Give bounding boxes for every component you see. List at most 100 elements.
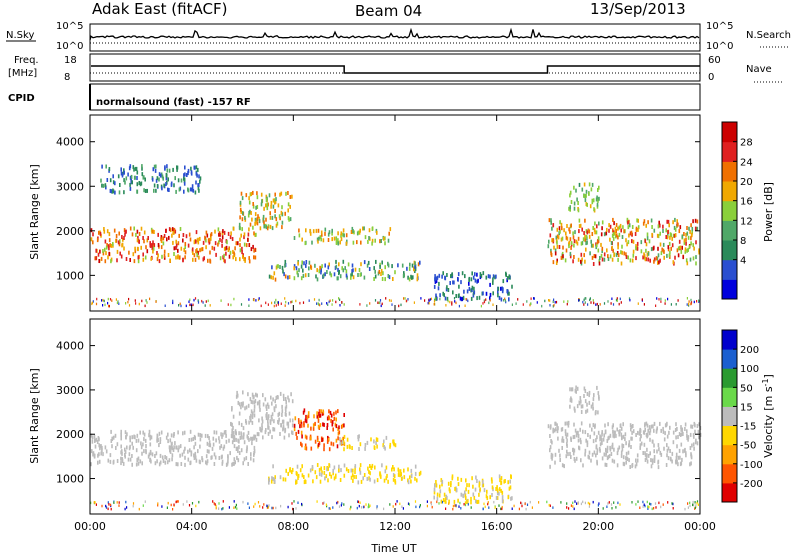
data-cell xyxy=(287,421,290,426)
data-cell xyxy=(326,426,328,430)
data-cell xyxy=(105,251,107,256)
data-cell xyxy=(435,483,438,488)
data-cell xyxy=(556,429,559,434)
data-cell xyxy=(585,234,588,239)
data-cell xyxy=(501,490,504,495)
data-cell xyxy=(589,434,591,439)
data-cell xyxy=(318,441,321,446)
data-cell xyxy=(94,439,96,443)
data-cell xyxy=(232,430,235,435)
data-cell xyxy=(232,435,235,440)
data-cell xyxy=(618,445,621,450)
data-cell xyxy=(331,231,333,236)
data-cell xyxy=(293,266,295,271)
data-cell xyxy=(596,240,599,245)
data-cell xyxy=(677,253,680,258)
data-cell xyxy=(240,191,243,196)
data-cell xyxy=(194,451,197,456)
data-cell xyxy=(645,455,648,460)
data-cell xyxy=(357,500,359,503)
data-cell xyxy=(501,505,503,509)
data-cell xyxy=(400,476,403,481)
data-cell xyxy=(663,255,665,260)
data-cell xyxy=(464,501,466,504)
data-cell xyxy=(371,463,374,468)
data-cell xyxy=(445,287,448,292)
data-cell xyxy=(549,304,551,307)
data-cell xyxy=(201,458,204,463)
data-cell xyxy=(570,241,573,246)
data-cell xyxy=(173,227,176,232)
data-cell xyxy=(165,435,168,440)
data-cell xyxy=(580,421,583,426)
data-cell xyxy=(666,443,668,448)
data-cell xyxy=(284,304,286,307)
data-cell xyxy=(601,430,603,435)
data-cell xyxy=(201,456,203,461)
data-cell xyxy=(299,468,302,473)
data-cell xyxy=(501,495,504,500)
data-cell xyxy=(579,396,582,400)
data-cell xyxy=(145,444,147,448)
data-cell xyxy=(165,456,168,461)
data-cell xyxy=(392,473,395,477)
data-cell xyxy=(669,456,672,461)
data-cell xyxy=(686,429,688,434)
data-cell xyxy=(373,439,375,444)
data-cell xyxy=(374,238,376,243)
data-cell xyxy=(212,436,215,441)
data-cell xyxy=(140,441,142,446)
data-cell xyxy=(585,247,587,252)
data-cell xyxy=(392,277,394,281)
x-tick-label: 00:00 xyxy=(684,520,716,533)
velocity-unit-text: m s xyxy=(762,386,775,406)
data-cell xyxy=(596,385,598,390)
data-cell xyxy=(380,272,382,276)
data-cell xyxy=(340,233,342,238)
data-cell xyxy=(383,445,385,449)
data-cell xyxy=(583,298,585,302)
data-cell xyxy=(197,186,200,191)
data-cell xyxy=(620,301,622,304)
data-cell xyxy=(274,399,276,404)
data-cell xyxy=(320,466,322,471)
data-cell xyxy=(598,185,600,190)
data-cell xyxy=(573,406,576,411)
data-cell xyxy=(598,259,601,264)
data-cell xyxy=(95,437,98,442)
data-cell xyxy=(587,454,590,459)
data-cell xyxy=(549,233,552,238)
data-cell xyxy=(109,243,111,248)
data-cell xyxy=(574,458,576,463)
data-cell xyxy=(462,494,465,499)
data-cell xyxy=(298,228,300,233)
data-cell xyxy=(226,240,228,245)
data-cell xyxy=(588,455,590,460)
data-cell xyxy=(221,461,224,466)
data-cell xyxy=(586,402,588,407)
data-cell xyxy=(233,457,236,462)
data-cell xyxy=(329,472,331,477)
data-cell xyxy=(131,454,133,458)
data-cell xyxy=(177,448,180,453)
data-cell xyxy=(122,237,124,242)
data-cell xyxy=(662,242,665,247)
data-cell xyxy=(453,499,456,504)
data-cell xyxy=(305,419,308,424)
data-cell xyxy=(153,188,155,193)
data-cell xyxy=(675,456,678,461)
data-cell xyxy=(622,225,624,230)
data-cell xyxy=(572,447,574,452)
data-cell xyxy=(416,478,418,483)
data-cell xyxy=(350,475,353,480)
data-cell xyxy=(699,432,702,437)
data-cell xyxy=(385,297,387,300)
data-cell xyxy=(511,507,513,510)
data-cell xyxy=(239,257,241,262)
data-cell xyxy=(649,428,652,433)
data-cell xyxy=(107,244,110,249)
data-cell xyxy=(155,164,157,169)
data-cell xyxy=(222,500,224,503)
data-cell xyxy=(280,504,282,508)
data-cell xyxy=(302,301,305,304)
